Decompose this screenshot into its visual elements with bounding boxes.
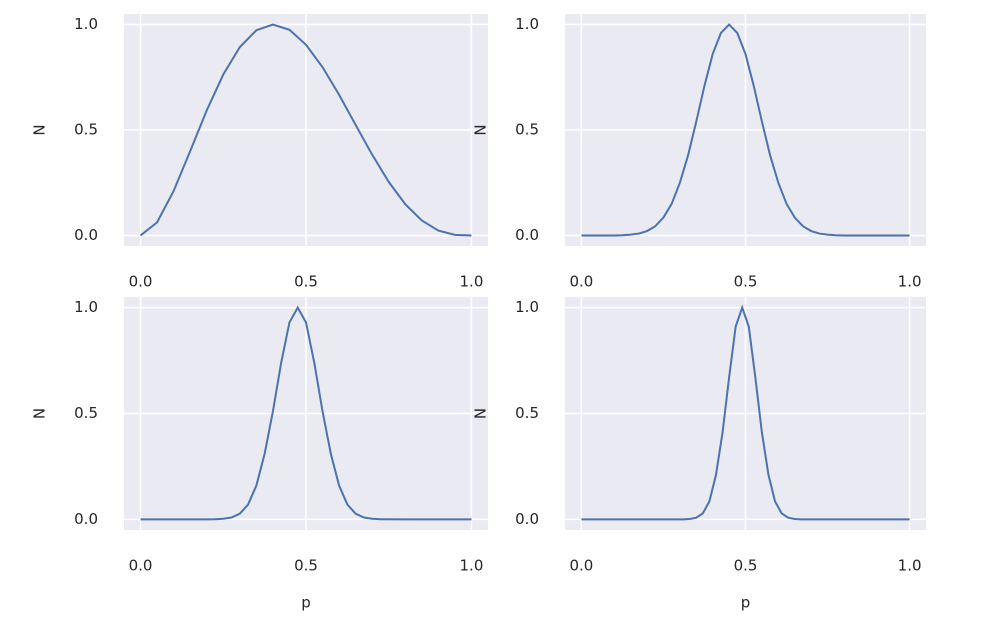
y-tick-label: 1.0 [74, 298, 98, 316]
line [581, 304, 910, 521]
x-tick-label: 0.0 [569, 273, 593, 291]
x-axis-label: p [741, 594, 751, 612]
x-tick-label: 0.5 [294, 273, 318, 291]
y-tick-label: 0.5 [74, 121, 98, 139]
line [140, 305, 472, 521]
y-axis-label: N [472, 408, 490, 419]
x-tick-label: 0.5 [734, 273, 758, 291]
x-tick-label: 0.5 [294, 557, 318, 575]
x-tick-label: 1.0 [460, 557, 484, 575]
y-axis-label: N [31, 408, 49, 419]
y-tick-label: 1.0 [515, 298, 539, 316]
x-tick-label: 0.0 [129, 273, 153, 291]
x-tick-label: 0.0 [569, 557, 593, 575]
x-tick-label: 0.0 [129, 557, 153, 575]
y-tick-label: 1.0 [515, 15, 539, 33]
y-tick-label: 0.0 [74, 226, 98, 244]
x-axis-label: p [301, 594, 311, 612]
y-tick-label: 0.0 [515, 510, 539, 528]
y-tick-label: 0.0 [515, 226, 539, 244]
x-tick-label: 0.5 [734, 557, 758, 575]
y-axis-label: N [472, 124, 490, 135]
y-tick-label: 0.0 [74, 510, 98, 528]
y-axis-label: N [31, 124, 49, 135]
x-tick-label: 1.0 [898, 557, 922, 575]
line [139, 23, 472, 237]
y-tick-label: 0.5 [74, 404, 98, 422]
x-tick-label: 1.0 [898, 273, 922, 291]
y-tick-label: 0.5 [515, 404, 539, 422]
line [581, 23, 910, 237]
x-tick-label: 1.0 [460, 273, 484, 291]
y-tick-label: 0.5 [515, 121, 539, 139]
y-tick-label: 1.0 [74, 15, 98, 33]
